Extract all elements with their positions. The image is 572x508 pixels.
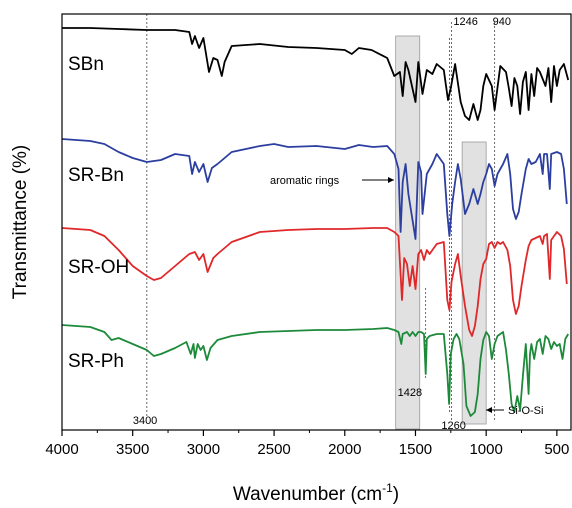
series-label-sr-ph: SR-Ph (68, 351, 124, 372)
sioi-arrow-head (486, 407, 492, 413)
x-axis-title: Wavenumber (cm-1) (233, 481, 399, 505)
x-axis-title-superscript: -1 (382, 481, 393, 495)
series-labels: SBn SR-Bn SR-OH SR-Ph (68, 54, 129, 372)
series-line-sbn (62, 27, 570, 121)
x-tick-label-2000: 2000 (328, 441, 361, 458)
spectra (61, 27, 570, 417)
x-axis-ticks: 4000 3500 3000 2500 2000 1500 1000 500 (45, 430, 569, 458)
aromatic-arrow-head (388, 177, 394, 183)
series-label-sr-bn: SR-Bn (68, 165, 124, 186)
plot-frame (61, 13, 572, 431)
highlight-bands (395, 35, 487, 430)
x-axis-title-main: Wavenumber (cm (233, 484, 382, 505)
vline-label-1428: 1428 (398, 387, 422, 399)
x-tick-label-500: 500 (544, 441, 569, 458)
band-label-si-o-si: Si-O-Si (508, 405, 543, 417)
series-line-sr-bn (61, 138, 568, 240)
vline-label-940: 940 (493, 16, 511, 28)
x-tick-label-1500: 1500 (399, 441, 432, 458)
band-label-aromatic-rings: aromatic rings (270, 175, 340, 187)
series-label-sbn: SBn (68, 54, 104, 75)
series-line-sr-ph (61, 324, 569, 417)
x-tick-label-3000: 3000 (187, 441, 220, 458)
x-tick-label-4000: 4000 (45, 441, 78, 458)
annotation-labels: 3400 1428 1260 1246 940 aromatic rings Si-O-Si (133, 16, 544, 432)
x-tick-label-2500: 2500 (257, 441, 290, 458)
x-tick-label-3500: 3500 (116, 441, 149, 458)
series-label-sr-oh: SR-OH (68, 257, 129, 278)
reference-lines (146, 14, 496, 420)
y-axis-title: Transmittance (%) (10, 145, 31, 300)
x-axis-title-close: ) (393, 484, 399, 505)
vline-label-1246: 1246 (453, 16, 477, 28)
vline-label-3400: 3400 (133, 415, 157, 427)
x-tick-label-1000: 1000 (469, 441, 502, 458)
vline-label-1260: 1260 (441, 420, 465, 432)
series-line-sr-oh (61, 227, 568, 337)
